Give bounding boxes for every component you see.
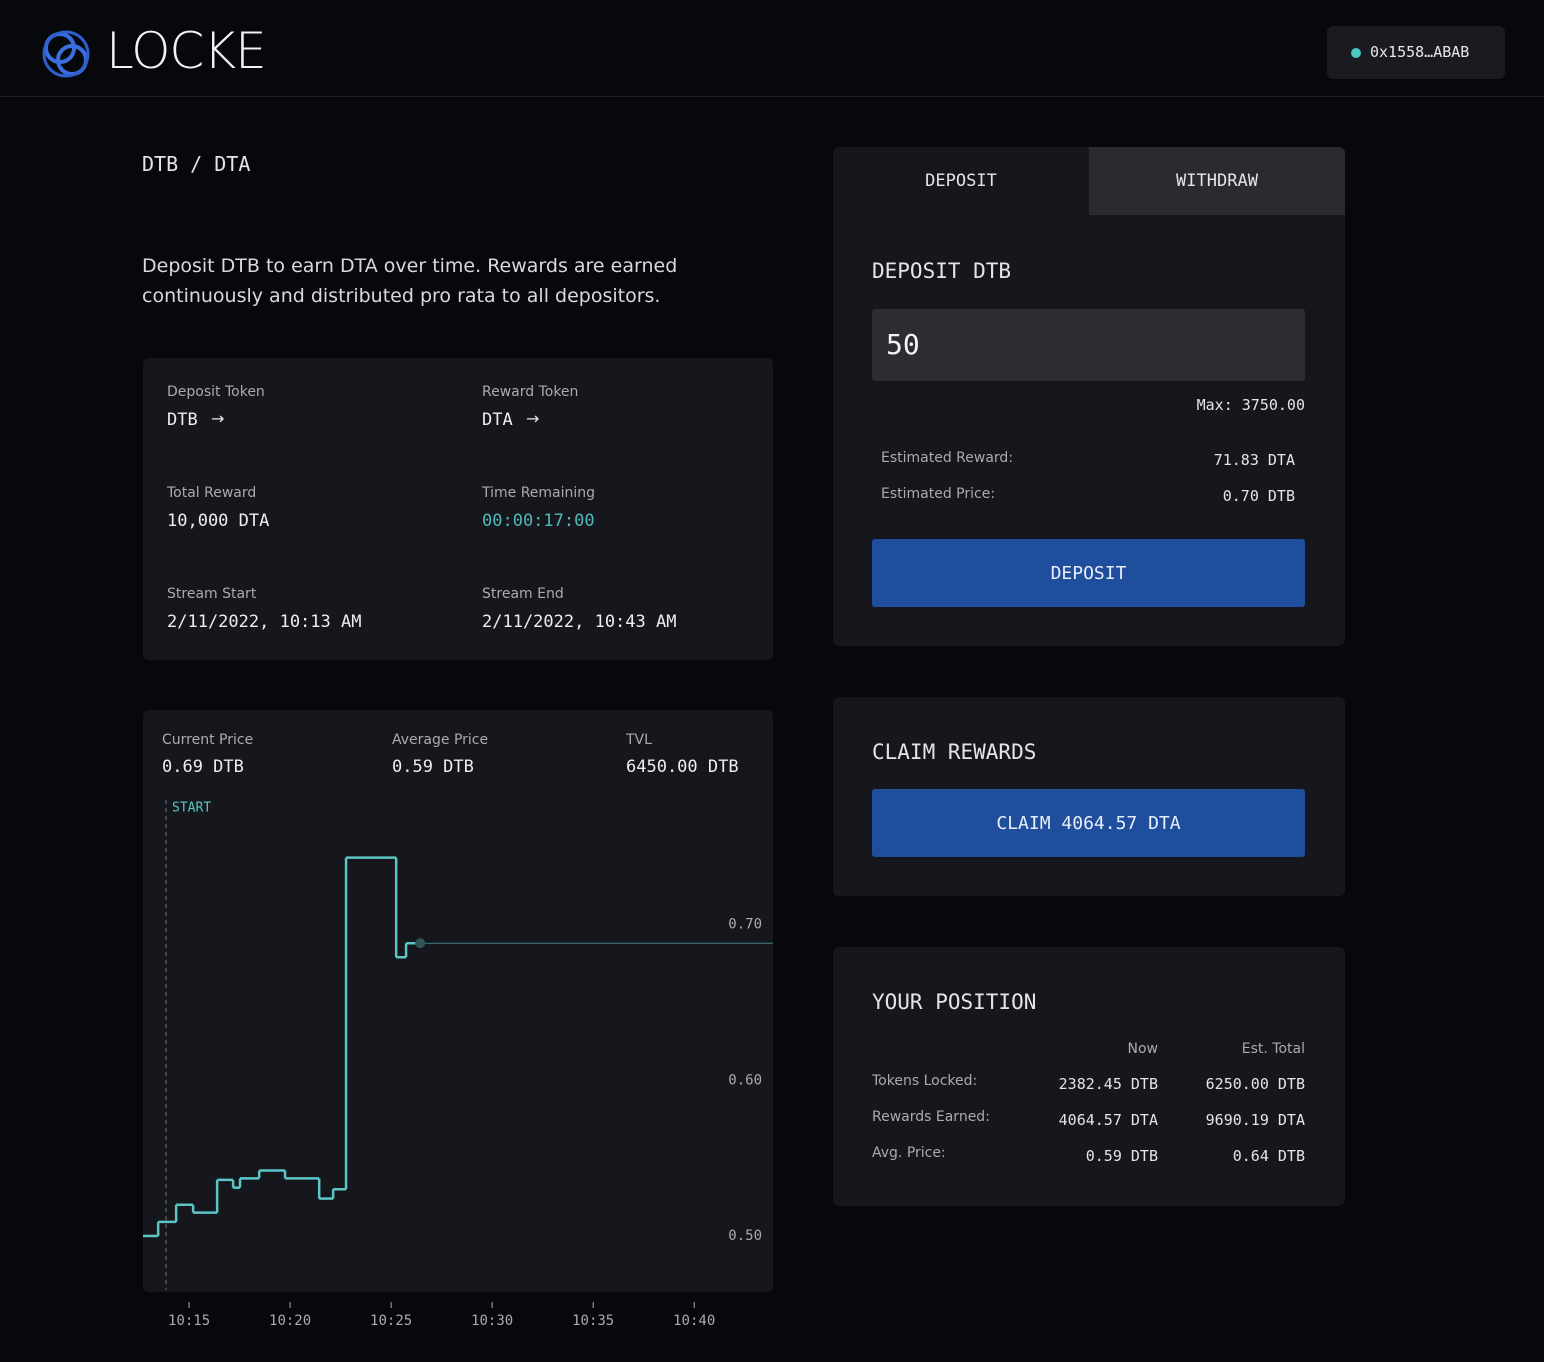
y-tick-label: 0.50 — [728, 1228, 762, 1244]
link-arrow[interactable]: → — [211, 409, 225, 428]
detail-label: Total Reward — [167, 485, 257, 501]
amount-input[interactable] — [872, 309, 1305, 381]
stat-value: 0.69 DTB — [162, 757, 244, 777]
wallet-status-dot — [1351, 48, 1361, 58]
x-tick-label: 10:35 — [572, 1313, 614, 1329]
estimate-label: Estimated Price: — [881, 486, 996, 502]
position-title: YOUR POSITION — [872, 990, 1037, 1014]
row-total: 6250.00 DTB — [1205, 1075, 1305, 1093]
y-tick-label: 0.70 — [728, 917, 762, 933]
stat-value: 0.59 DTB — [392, 757, 474, 777]
deposit-title: DEPOSIT DTB — [872, 259, 1012, 283]
detail-value: 2/11/2022, 10:13 AM — [167, 612, 362, 632]
detail-value: 2/11/2022, 10:43 AM — [482, 612, 677, 632]
x-tick-label: 10:30 — [471, 1313, 513, 1329]
detail-label: Reward Token — [482, 384, 579, 400]
row-now: 2382.45 DTB — [1058, 1075, 1158, 1093]
detail-label: Stream End — [482, 586, 564, 602]
estimate-label: Estimated Reward: — [881, 450, 1014, 466]
tab-withdraw[interactable]: WITHDRAW — [1089, 147, 1345, 215]
tab-deposit[interactable]: DEPOSIT — [925, 171, 997, 191]
row-label: Avg. Price: — [872, 1145, 946, 1161]
detail-value[interactable]: DTB — [167, 410, 198, 430]
deposit-button[interactable]: DEPOSIT — [872, 539, 1305, 607]
current-point — [415, 938, 426, 949]
detail-label: Time Remaining — [482, 485, 596, 501]
row-now: 4064.57 DTA — [1058, 1111, 1158, 1129]
amount-input-value[interactable]: 50 — [886, 328, 920, 361]
pair-title: DTB / DTA — [142, 152, 251, 176]
y-tick-label: 0.60 — [728, 1072, 762, 1088]
link-arrow[interactable]: → — [526, 409, 540, 428]
details-card — [143, 358, 773, 660]
row-now: 0.59 DTB — [1085, 1147, 1158, 1165]
logo-text: LOCKE — [106, 22, 267, 80]
detail-value: 00:00:17:00 — [482, 511, 595, 531]
estimate-value: 0.70 DTB — [1222, 487, 1295, 505]
stat-value: 6450.00 DTB — [626, 757, 739, 777]
claim-title: CLAIM REWARDS — [872, 740, 1037, 764]
wallet-address[interactable]: 0x1558…ABAB — [1370, 43, 1470, 61]
stat-label: TVL — [626, 732, 652, 748]
row-total: 9690.19 DTA — [1205, 1111, 1305, 1129]
detail-label: Stream Start — [167, 586, 257, 602]
row-total: 0.64 DTB — [1232, 1147, 1305, 1165]
position-card — [833, 947, 1345, 1206]
x-tick-label: 10:25 — [370, 1313, 412, 1329]
max-amount: Max: 3750.00 — [1196, 396, 1305, 414]
row-label: Rewards Earned: — [872, 1109, 990, 1125]
detail-value[interactable]: DTA — [482, 410, 513, 430]
claim-button[interactable]: CLAIM 4064.57 DTA — [872, 789, 1305, 857]
x-tick-label: 10:15 — [168, 1313, 210, 1329]
column-header: Now — [1127, 1041, 1159, 1057]
estimate-value: 71.83 DTA — [1213, 451, 1295, 469]
chart-card — [143, 710, 773, 1292]
x-tick-label: 10:40 — [673, 1313, 715, 1329]
stat-label: Average Price — [392, 732, 489, 748]
description: Deposit DTB to earn DTA over time. Rewar… — [142, 255, 678, 307]
detail-value: 10,000 DTA — [167, 511, 270, 531]
stat-label: Current Price — [162, 732, 254, 748]
detail-label: Deposit Token — [167, 384, 265, 400]
row-label: Tokens Locked: — [872, 1073, 978, 1089]
column-header: Est. Total — [1241, 1041, 1305, 1057]
header — [0, 0, 1544, 97]
start-label: START — [172, 801, 211, 816]
logo-icon — [42, 30, 90, 78]
x-tick-label: 10:20 — [269, 1313, 311, 1329]
